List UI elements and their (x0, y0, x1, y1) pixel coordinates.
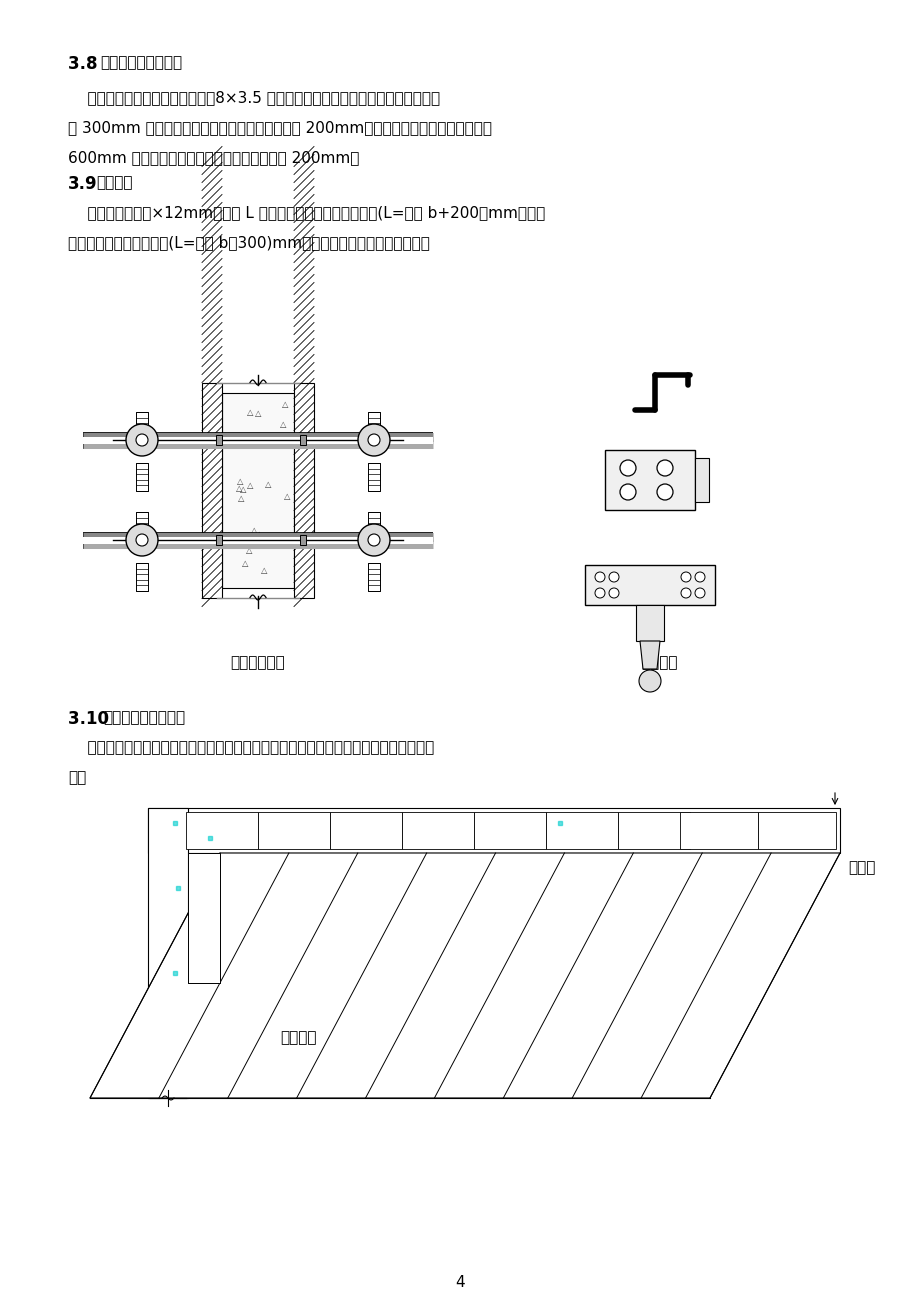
Text: 3.10: 3.10 (68, 710, 115, 728)
Bar (330, 812, 402, 849)
Circle shape (619, 460, 635, 476)
Polygon shape (640, 641, 659, 670)
Circle shape (639, 670, 660, 692)
Bar (221, 393, 294, 588)
Bar (136, 563, 148, 592)
Bar (148, 809, 187, 1098)
Bar (294, 382, 313, 598)
Text: 非标准板: 非标准板 (279, 1031, 316, 1045)
Bar (473, 812, 545, 849)
Text: 剪力墙模板加固作法: 剪力墙模板加固作法 (100, 55, 182, 70)
Circle shape (680, 588, 690, 598)
Text: △: △ (238, 494, 244, 503)
Text: △: △ (237, 477, 244, 486)
Text: △: △ (246, 546, 253, 555)
Circle shape (656, 484, 673, 501)
Text: 4: 4 (455, 1275, 464, 1290)
Circle shape (595, 572, 605, 582)
Circle shape (595, 588, 605, 598)
Text: △: △ (240, 485, 246, 494)
Circle shape (608, 572, 618, 582)
Text: △: △ (251, 525, 257, 534)
Text: △: △ (255, 530, 263, 540)
Bar (136, 412, 148, 439)
Text: 3.8: 3.8 (68, 55, 103, 73)
Bar (187, 853, 220, 983)
Text: △: △ (284, 493, 290, 502)
Bar (186, 812, 257, 849)
Bar (584, 566, 714, 604)
Bar (148, 809, 839, 853)
Ellipse shape (128, 530, 156, 549)
Circle shape (619, 484, 635, 501)
Bar (202, 382, 221, 598)
Text: 对拉螺栓直径为×12mm，长度 L 当用于水平方向钉管加固时为(L=墙厚 b+200）mm，当用: 对拉螺栓直径为×12mm，长度 L 当用于水平方向钉管加固时为(L=墙厚 b+2… (68, 205, 545, 220)
Circle shape (680, 572, 690, 582)
Bar (257, 812, 330, 849)
Circle shape (126, 424, 158, 456)
Bar (136, 512, 148, 540)
Ellipse shape (128, 432, 156, 448)
Text: 距 300mm 一道，左右端部悬臂部分长度不得大于 200mm；沿水平方向上布置的钉管间距: 距 300mm 一道，左右端部悬臂部分长度不得大于 200mm；沿水平方向上布置… (68, 120, 492, 135)
Text: 配板时从窗口边开始配置标准板，有非标准板时配置在墙体的阴（阳）角处。如下图所: 配板时从窗口边开始配置标准板，有非标准板时配置在墙体的阴（阳）角处。如下图所 (68, 740, 434, 755)
Text: △: △ (261, 566, 267, 575)
Text: 窗口处模板配板原则: 窗口处模板配板原则 (103, 710, 185, 725)
Text: 普通对拉螺栓: 普通对拉螺栓 (231, 655, 285, 670)
Bar (216, 436, 221, 445)
Circle shape (136, 534, 148, 546)
Circle shape (368, 534, 380, 546)
Bar (694, 458, 709, 502)
Bar (136, 463, 148, 491)
Circle shape (357, 424, 390, 456)
Bar (605, 450, 694, 510)
Text: △: △ (281, 400, 288, 410)
Circle shape (357, 524, 390, 556)
Bar (679, 812, 757, 849)
Text: △: △ (266, 540, 272, 549)
Bar (618, 812, 689, 849)
Ellipse shape (359, 432, 388, 448)
Bar (300, 536, 306, 545)
Text: △: △ (265, 480, 271, 489)
Bar (83, 537, 433, 543)
Text: △: △ (247, 408, 254, 417)
Text: △: △ (236, 484, 243, 493)
Circle shape (694, 572, 704, 582)
Text: 示：: 示： (68, 770, 86, 785)
Text: △: △ (255, 410, 261, 417)
Bar (402, 812, 473, 849)
Text: 于竝直方向钉管加固时为(L=墙厚 b＋300)mm。对拉螺栓使用示意图见图五。: 于竝直方向钉管加固时为(L=墙厚 b＋300)mm。对拉螺栓使用示意图见图五。 (68, 235, 429, 250)
Bar (545, 812, 618, 849)
Circle shape (368, 434, 380, 446)
Text: △: △ (246, 481, 253, 490)
Circle shape (608, 588, 618, 598)
Text: △: △ (242, 559, 248, 568)
Text: △: △ (228, 536, 234, 545)
Bar (368, 563, 380, 592)
Circle shape (136, 434, 148, 446)
Bar (83, 437, 433, 443)
Text: 对拉螺栓: 对拉螺栓 (96, 176, 132, 190)
Circle shape (656, 460, 673, 476)
Bar (368, 412, 380, 439)
Ellipse shape (359, 530, 388, 549)
Bar (757, 812, 835, 849)
Text: 连接铁件: 连接铁件 (641, 655, 677, 670)
Circle shape (126, 524, 158, 556)
Bar (635, 604, 664, 641)
Polygon shape (90, 853, 839, 1098)
Circle shape (694, 588, 704, 598)
Bar (187, 853, 220, 983)
Bar (300, 436, 306, 445)
Text: 标准板: 标准板 (847, 861, 874, 875)
Bar (216, 536, 221, 545)
Bar (368, 463, 380, 491)
Bar (368, 512, 380, 540)
Text: 3.9: 3.9 (68, 176, 97, 192)
Text: 600mm 一道，上下端部悬臂部分长度不得大于 200mm。: 600mm 一道，上下端部悬臂部分长度不得大于 200mm。 (68, 150, 359, 165)
Text: △: △ (279, 420, 287, 429)
Text: 剪力墙模板加固纵横方向均采甄8×3.5 双钉管，沿竝直方向布置的钉管在里层，间: 剪力墙模板加固纵横方向均采甄8×3.5 双钉管，沿竝直方向布置的钉管在里层，间 (68, 90, 439, 105)
